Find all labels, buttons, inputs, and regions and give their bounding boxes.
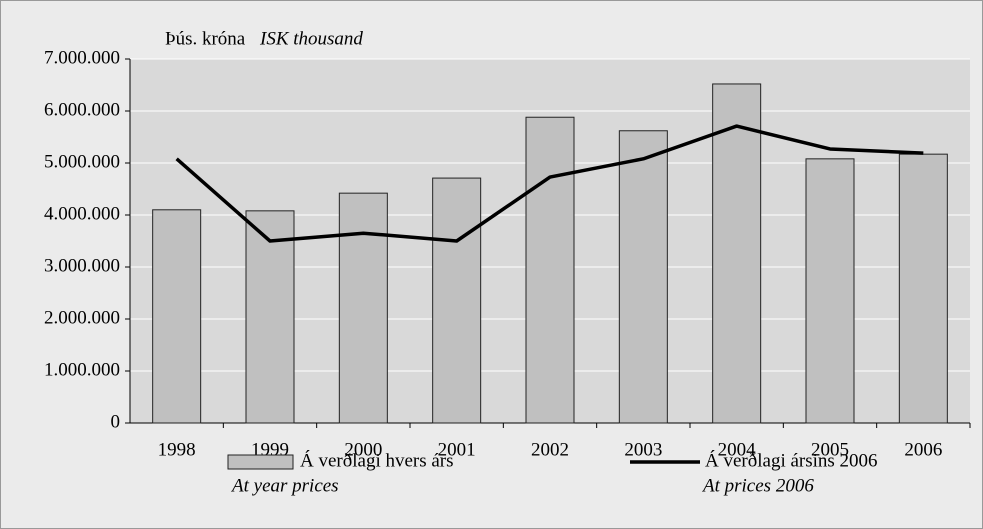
y-tick-label: 1.000.000 [44,359,120,380]
y-tick-label: 6.000.000 [44,99,120,120]
x-tick-label: 2004 [718,439,757,460]
y-tick-label: 0 [111,411,121,432]
y-tick-label: 7.000.000 [44,47,120,68]
x-tick-label: 2003 [624,439,662,460]
x-tick-label: 2006 [904,439,942,460]
unit-label-en: ISK thousand [259,28,363,49]
legend-swatch [227,454,294,470]
x-tick-label: 2002 [531,439,569,460]
line [175,124,924,243]
bar [432,177,482,424]
legend-label: Á verðlagi ársins 2006 [705,449,878,471]
bar [712,83,762,424]
legend-label-en: At year prices [230,475,339,496]
legend-label-en: At prices 2006 [701,475,814,496]
y-tick-label: 3.000.000 [44,255,120,276]
unit-label: Þús. króna [165,28,246,49]
x-tick-label: 2005 [811,439,849,460]
bar [525,116,575,424]
bar [898,153,948,424]
x-tick-label: 2000 [344,439,382,460]
bar [805,158,855,424]
y-tick-label: 4.000.000 [44,203,120,224]
bar [245,210,295,424]
x-tick-label: 1998 [158,439,196,460]
bar [338,192,388,424]
bar [152,209,202,424]
bar [618,130,668,424]
x-tick-label: 2001 [438,439,476,460]
legend-label: Á verðlagi hvers árs [300,449,454,471]
y-tick-label: 2.000.000 [44,307,120,328]
y-tick-label: 5.000.000 [44,151,120,172]
